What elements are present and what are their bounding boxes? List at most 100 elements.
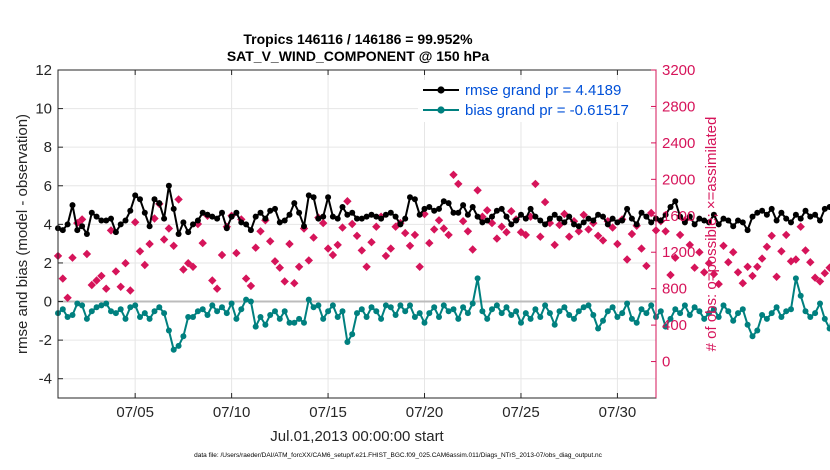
bias-point	[657, 308, 664, 315]
rmse-point	[108, 215, 114, 222]
bias-point	[677, 310, 684, 317]
bias-point	[214, 308, 221, 315]
bias-point	[826, 325, 830, 332]
bias-point	[127, 304, 134, 311]
right-tick-label: 0	[662, 354, 670, 371]
bias-point	[691, 304, 698, 311]
bias-point	[474, 275, 481, 282]
bias-point	[759, 312, 766, 318]
bias-point	[247, 298, 254, 305]
bias-point	[628, 315, 635, 322]
right-tick-label: 1200	[662, 244, 695, 261]
rmse-point	[363, 213, 370, 220]
rmse-point	[378, 215, 385, 222]
bias-point	[604, 308, 611, 315]
bias-point	[532, 306, 539, 313]
bias-point	[209, 302, 216, 309]
obs-marker	[434, 216, 444, 225]
bias-point	[349, 331, 356, 338]
obs-marker	[598, 236, 608, 245]
bias-point	[108, 308, 114, 315]
rmse-point	[214, 215, 221, 222]
rmse-point	[344, 211, 351, 218]
rmse-point	[489, 213, 495, 220]
bias-point	[325, 308, 332, 315]
bias-point	[783, 308, 790, 315]
rmse-point	[604, 221, 611, 228]
rmse-point	[817, 217, 823, 224]
bias-point	[619, 310, 626, 317]
rmse-point	[276, 219, 283, 226]
rmse-point	[744, 227, 751, 234]
obs-marker	[184, 259, 193, 268]
rmse-point	[402, 215, 409, 222]
obs-marker	[497, 222, 506, 231]
bias-point	[518, 319, 524, 326]
bias-point	[358, 306, 365, 313]
right-axis-ticks: 3200 2800 2400 2000 1600 1200 800 400 0	[651, 62, 695, 398]
x-tick-label: 07/15	[309, 404, 347, 421]
x-tick-label: 07/10	[213, 404, 251, 421]
bias-point	[156, 304, 163, 311]
rmse-point	[257, 209, 264, 216]
right-tick-label: 2400	[662, 135, 695, 152]
rmse-point	[349, 209, 356, 216]
rmse-point	[267, 207, 274, 214]
obs-marker	[319, 218, 328, 228]
rmse-point	[69, 202, 76, 209]
rmse-point	[648, 219, 655, 226]
rmse-point	[223, 225, 230, 232]
obs-marker	[68, 253, 77, 262]
rmse-point	[325, 194, 332, 201]
rmse-point	[281, 217, 288, 224]
rmse-point	[513, 217, 520, 224]
obs-marker	[622, 255, 632, 264]
obs-marker	[690, 263, 699, 272]
rmse-point	[474, 213, 481, 220]
rmse-point	[619, 217, 626, 224]
rmse-point	[710, 211, 717, 218]
rmse-point	[792, 211, 799, 218]
obs-marker	[637, 244, 646, 253]
rmse-point	[445, 200, 452, 207]
obs-marker	[169, 241, 178, 250]
bias-point	[329, 302, 336, 309]
bias-point	[238, 306, 245, 313]
rmse-point	[455, 209, 462, 216]
rmse-point	[397, 221, 404, 228]
rmse-point	[74, 227, 81, 234]
obs-marker	[164, 224, 174, 233]
rmse-point	[518, 211, 524, 218]
bias-point	[387, 304, 394, 311]
obs-marker	[372, 222, 381, 231]
bias-point	[681, 302, 688, 309]
rmse-point	[117, 221, 124, 228]
bias-point	[88, 308, 95, 315]
rmse-point	[778, 209, 785, 216]
obs-marker	[212, 284, 222, 293]
bias-point	[768, 310, 775, 317]
obs-marker	[671, 253, 680, 262]
rmse-point	[272, 205, 278, 212]
rmse-point	[238, 219, 245, 226]
bias-point	[662, 323, 669, 330]
obs-marker	[502, 228, 511, 237]
rmse-point	[464, 211, 471, 218]
rmse-point	[315, 215, 322, 222]
bias-point	[498, 310, 505, 317]
bias-point	[503, 304, 510, 311]
bias-point	[373, 308, 380, 315]
obs-marker	[468, 245, 477, 254]
legend-rmse-marker	[437, 86, 445, 94]
rmse-point	[797, 215, 804, 222]
rmse-point	[137, 196, 143, 203]
rmse-point	[522, 215, 529, 222]
bias-point	[763, 315, 770, 322]
bias-point	[286, 319, 293, 326]
bias-point	[440, 302, 447, 309]
obs-marker	[401, 228, 410, 238]
left-tick-label: 12	[35, 62, 52, 79]
bias-point	[334, 314, 341, 320]
rmse-point	[657, 217, 664, 224]
